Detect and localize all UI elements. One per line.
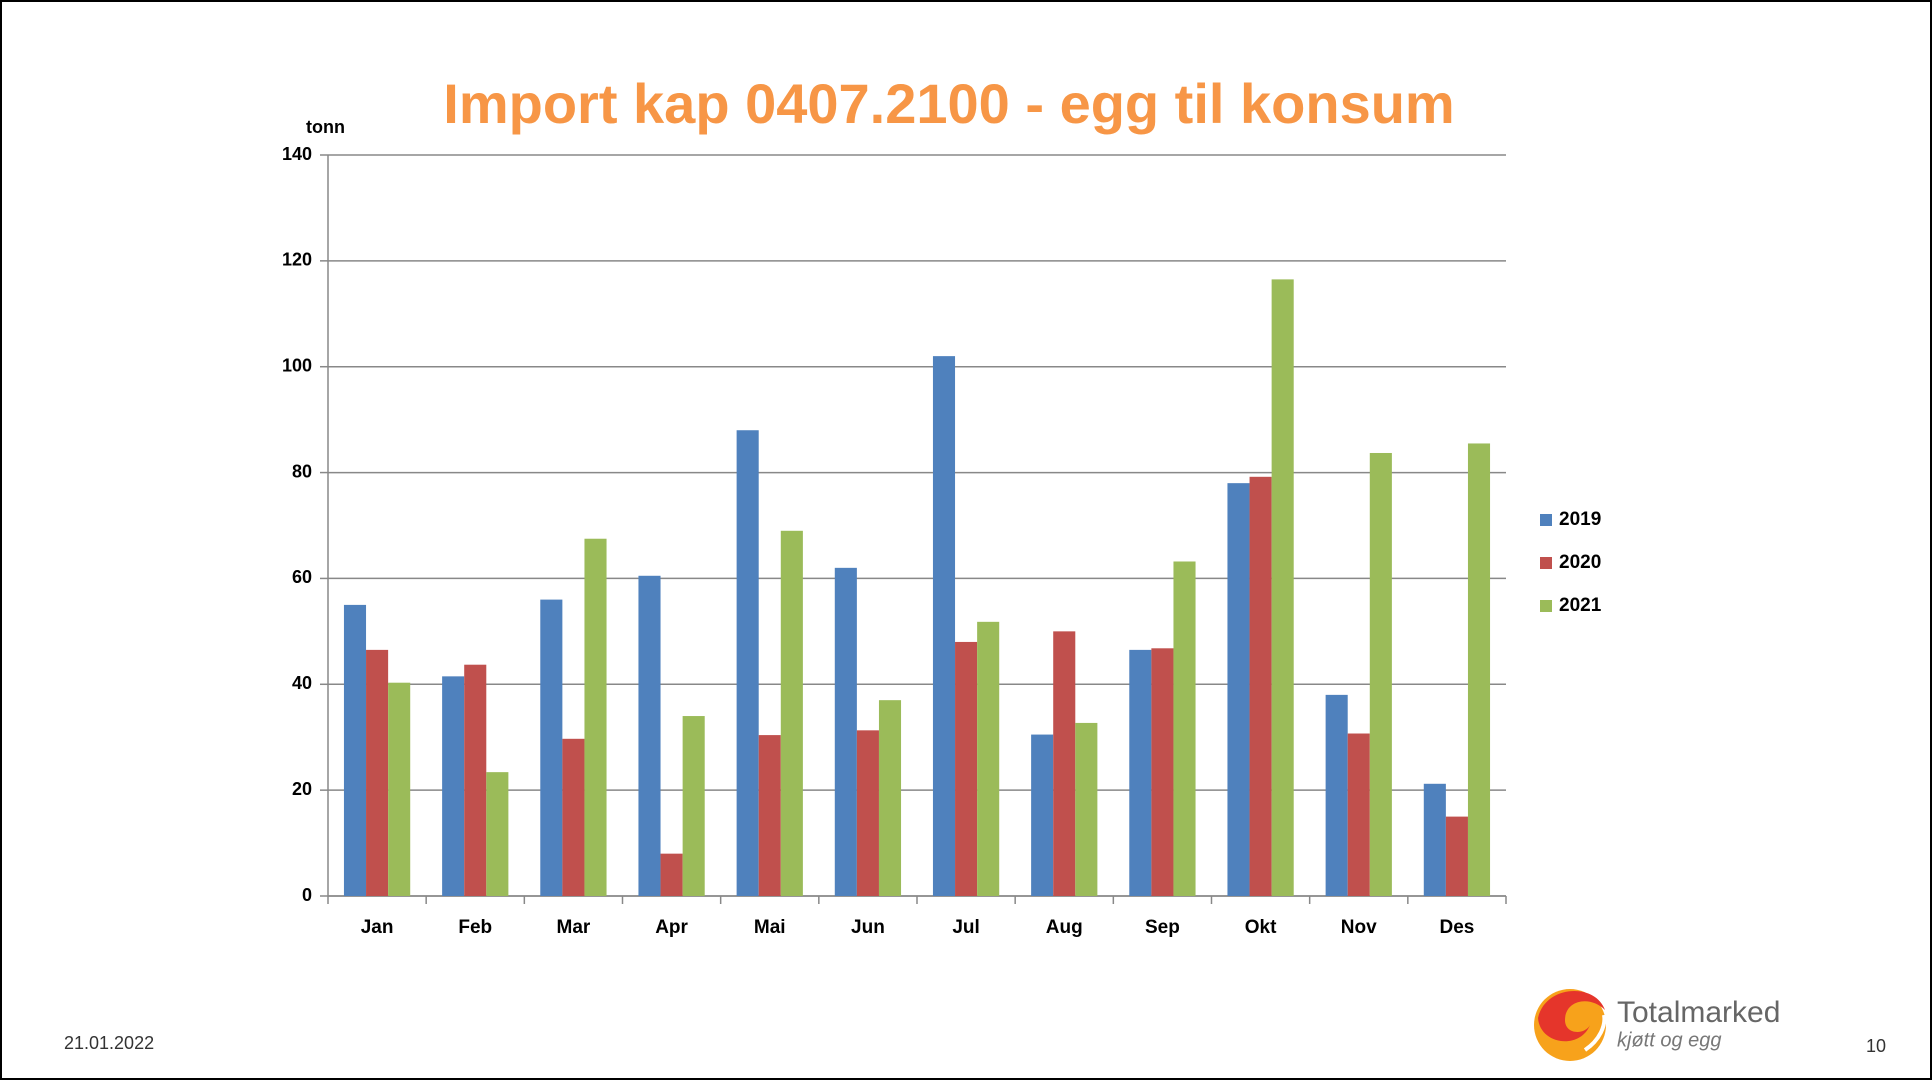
- page-number: 10: [1866, 1036, 1886, 1056]
- bar: [464, 664, 487, 896]
- logo-name: Totalmarked: [1617, 996, 1780, 1029]
- x-tick-label: Okt: [1245, 917, 1277, 938]
- x-tick-label: Jun: [851, 917, 885, 938]
- logo-icon: [1534, 989, 1607, 1061]
- bar: [780, 530, 803, 896]
- y-tick-label: 100: [282, 355, 312, 375]
- bar: [736, 430, 759, 896]
- bar: [1369, 452, 1392, 896]
- bar: [1249, 476, 1272, 896]
- x-tick-label: Mar: [557, 917, 591, 938]
- bar: [758, 735, 781, 896]
- bar: [540, 599, 563, 896]
- y-tick-label: 120: [282, 250, 312, 270]
- x-tick-label: Apr: [655, 917, 688, 938]
- y-tick-label: 60: [292, 567, 312, 587]
- y-tick-label: 140: [282, 144, 312, 164]
- x-tick-label: Jan: [361, 917, 394, 938]
- x-tick-label: Sep: [1145, 917, 1180, 938]
- bar: [660, 853, 683, 896]
- bar: [856, 730, 879, 896]
- bar: [1325, 694, 1348, 896]
- bar: [1467, 443, 1491, 896]
- bar: [955, 641, 978, 896]
- legend-swatch: [1540, 600, 1552, 612]
- y-tick-label: 80: [292, 461, 312, 481]
- bar: [1271, 279, 1294, 896]
- bar: [1053, 631, 1076, 896]
- bar: [562, 738, 585, 896]
- x-tick-label: Feb: [458, 917, 492, 938]
- bar: [1347, 733, 1370, 896]
- date: 21.01.2022: [64, 1033, 154, 1053]
- y-axis-label: tonn: [306, 117, 345, 137]
- bar: [977, 621, 1000, 896]
- bar: [1445, 816, 1468, 896]
- x-tick-label: Nov: [1341, 917, 1377, 938]
- y-tick-label: 20: [292, 779, 312, 799]
- legend-swatch: [1540, 514, 1552, 526]
- x-tick-label: Des: [1439, 917, 1474, 938]
- bar: [366, 649, 389, 896]
- bar: [878, 700, 902, 896]
- y-tick-label: 0: [302, 885, 312, 905]
- bar: [638, 575, 661, 896]
- bar: [584, 538, 607, 896]
- chart-title: Import kap 0407.2100 - egg til konsum: [443, 72, 1454, 135]
- bar: [1227, 483, 1250, 896]
- bar: [682, 716, 705, 896]
- legend-label: 2021: [1559, 595, 1602, 616]
- logo-tagline: kjøtt og egg: [1617, 1029, 1722, 1051]
- y-tick-label: 40: [292, 673, 312, 693]
- legend-swatch: [1540, 557, 1552, 569]
- bar: [1173, 561, 1196, 896]
- x-tick-label: Aug: [1046, 917, 1083, 938]
- bar: [388, 682, 411, 896]
- bar: [1423, 783, 1446, 896]
- x-tick-label: Mai: [754, 917, 786, 938]
- bar: [343, 604, 367, 896]
- bar: [486, 772, 509, 896]
- bar: [1075, 722, 1098, 896]
- bar: [1129, 649, 1152, 896]
- legend-label: 2020: [1559, 552, 1601, 573]
- bar: [1031, 734, 1054, 896]
- legend-label: 2019: [1559, 509, 1601, 530]
- bar: [932, 356, 956, 897]
- bar: [1151, 648, 1174, 896]
- bar: [442, 676, 465, 896]
- x-tick-label: Jul: [952, 917, 979, 938]
- bar: [834, 567, 857, 896]
